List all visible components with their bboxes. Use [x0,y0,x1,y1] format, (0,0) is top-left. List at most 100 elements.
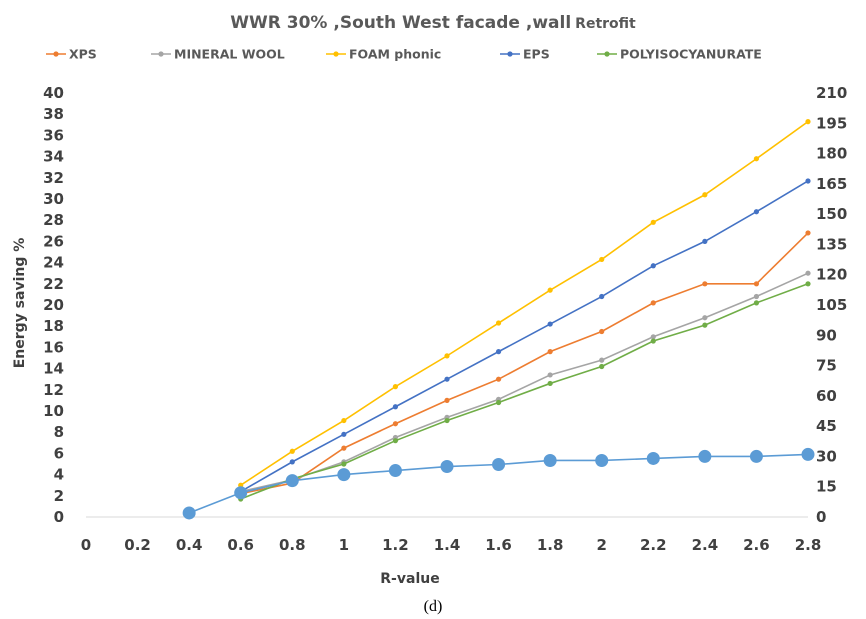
data-point-xps [599,328,605,335]
x-tick-label: 1.2 [382,536,409,554]
data-point-secondary [595,453,609,467]
y2-tick-label: 195 [816,114,847,132]
y2-tick-label: 150 [816,205,847,223]
x-tick-label: 0 [81,536,91,554]
x-tick-label: 1 [339,536,349,554]
data-point-eps [341,431,347,437]
chart-title: WWR 30% ,South West facade ,wall Retrofit [230,13,636,33]
data-point-polyisocyanurate [702,322,708,328]
data-point-foam-phonic [495,320,502,326]
legend-marker-polyisocyanurate [604,51,610,57]
y-tick-label: 38 [43,105,64,123]
legend-item-polyisocyanurate: POLYISOCYANURATE [597,47,762,62]
y-tick-label: 18 [43,317,64,335]
data-point-mineral-wool [599,357,605,363]
series-line-xps [240,232,809,495]
x-tick-label: 0.6 [227,536,254,554]
y2-tick-label: 135 [816,235,847,253]
data-point-foam-phonic [392,384,399,390]
y2-tick-label: 60 [816,387,837,405]
data-point-mineral-wool [702,315,708,321]
data-point-foam-phonic [289,448,295,454]
x-axis-label: R-value [380,571,439,587]
data-point-secondary [234,486,248,500]
y-tick-label: 8 [54,423,64,441]
y-tick-label: 2 [54,487,64,505]
data-point-xps [753,281,760,287]
y-tick-label: 28 [43,211,64,229]
series-layer [182,119,815,520]
y-tick-label: 12 [43,381,64,399]
data-point-eps [495,349,502,355]
data-point-polyisocyanurate [650,338,656,344]
data-point-secondary [646,451,660,465]
y-tick-label: 16 [43,338,64,356]
y-tick-label: 10 [43,402,64,420]
data-point-secondary [285,474,299,488]
data-point-foam-phonic [444,353,450,359]
series-line-polyisocyanurate [240,283,809,500]
legend-label-xps: XPS [69,47,97,62]
data-point-secondary [492,458,506,472]
y2-tick-label: 180 [816,145,847,163]
data-point-polyisocyanurate [753,300,760,306]
legend: XPS MINERAL WOOL FOAM phonic EPS POLYISOCYAN… [46,47,762,62]
data-point-foam-phonic [805,119,811,125]
data-point-foam-phonic [547,287,553,293]
y-tick-label: 6 [54,444,64,462]
data-point-polyisocyanurate [444,417,450,424]
legend-label-eps: EPS [523,47,550,62]
x-tick-label: 2.6 [743,536,770,554]
y2-tick-label: 105 [816,296,847,314]
legend-marker-mineral-wool [158,51,164,57]
series-xps [238,230,811,497]
data-point-xps [392,421,399,427]
data-point-foam-phonic [753,156,760,162]
data-point-secondary [698,449,712,463]
y2-tick-label: 15 [816,478,837,496]
data-point-foam-phonic [650,219,656,225]
y-tick-label: 0 [54,508,64,526]
data-point-eps [650,263,656,269]
y-tick-label: 20 [43,296,64,314]
legend-label-mineral-wool: MINERAL WOOL [174,47,285,62]
legend-label-polyisocyanurate: POLYISOCYANURATE [620,47,762,62]
y-axis-label: Energy saving % [12,238,28,369]
y2-tick-label: 165 [816,175,847,193]
series-eps [238,178,811,495]
data-point-foam-phonic [599,256,605,263]
x-tick-label: 1.4 [434,536,461,554]
x-tick-label: 1.8 [537,536,564,554]
data-point-eps [547,321,553,327]
y-tick-label: 32 [43,169,64,187]
data-point-secondary [182,506,196,520]
data-point-xps [805,230,811,236]
legend-marker-eps [507,51,513,57]
data-point-eps [805,178,811,184]
x-tick-label: 0.4 [176,536,203,554]
series-line-mineral-wool [240,272,809,493]
legend-label-foam-phonic: FOAM phonic [349,47,441,62]
data-point-polyisocyanurate [392,438,399,444]
data-point-eps [289,459,295,465]
data-point-secondary [749,449,763,463]
legend-item-foam-phonic: FOAM phonic [326,47,441,62]
legend-marker-foam-phonic [333,51,339,57]
x-tick-label: 2 [596,536,606,554]
data-point-secondary [337,468,351,482]
data-point-mineral-wool [805,270,811,276]
data-point-xps [495,376,502,382]
x-tick-label: 2.8 [795,536,822,554]
data-point-secondary [543,453,557,467]
legend-item-xps: XPS [46,47,97,62]
legend-marker-xps [53,51,59,57]
y2-tick-label: 0 [816,508,826,526]
series-line-foam-phonic [240,120,809,486]
data-point-secondary [440,460,454,474]
data-point-eps [753,209,760,215]
x-tick-label: 2.2 [640,536,667,554]
data-point-mineral-wool [650,334,656,340]
series-foam-phonic [238,119,811,488]
y2-tick-label: 45 [816,417,837,435]
data-point-eps [444,376,450,382]
